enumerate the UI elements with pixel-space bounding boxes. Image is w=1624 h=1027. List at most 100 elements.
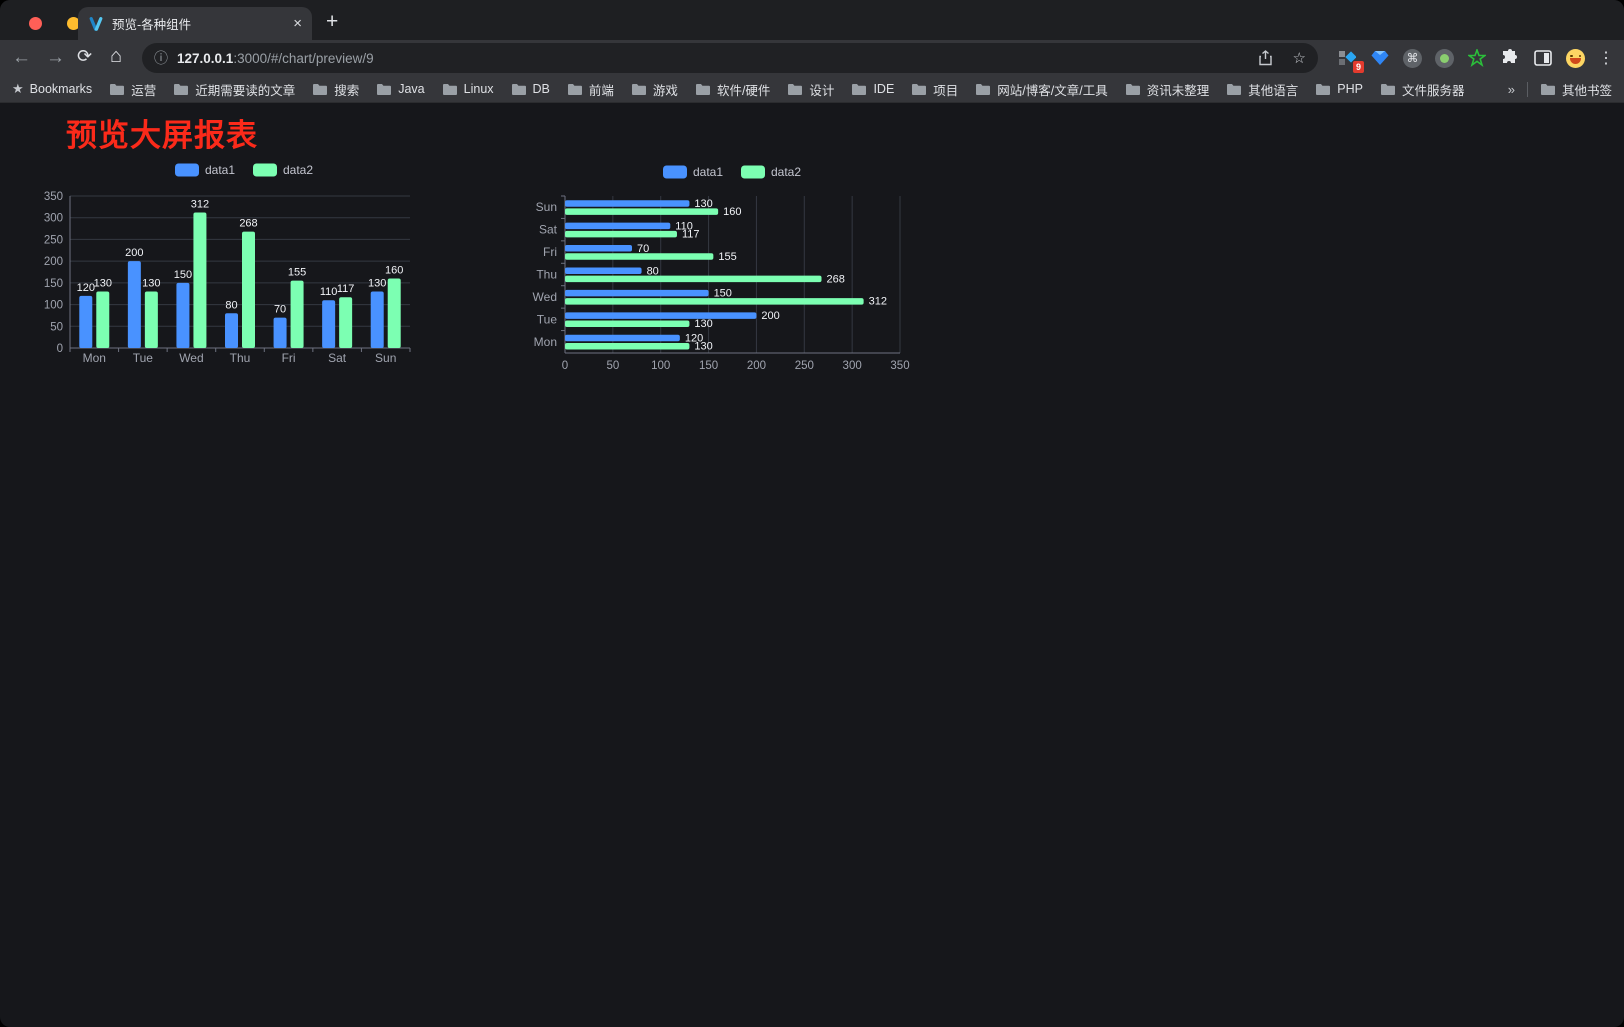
- tab-favicon-icon: [89, 16, 103, 31]
- close-window-button[interactable]: [29, 17, 42, 30]
- svg-text:Sun: Sun: [375, 351, 396, 365]
- grouped-bar-chart[interactable]: data1 data2 0 50 100 150 200 250 300 350 Mon Tue Wed…: [36, 150, 464, 377]
- gem-icon[interactable]: [1370, 48, 1390, 68]
- emoji-extension-icon[interactable]: [1566, 48, 1585, 68]
- bookmark-folder-前端[interactable]: 前端: [567, 80, 614, 99]
- bookmark-folder-网站/博客/文章/工具[interactable]: 网站/博客/文章/工具: [975, 80, 1108, 99]
- svg-text:data2: data2: [771, 165, 801, 179]
- svg-text:Sat: Sat: [539, 223, 558, 237]
- folder-icon: [1380, 83, 1395, 95]
- svg-text:130: 130: [94, 278, 112, 290]
- bookmark-folder-近期需要读的文章[interactable]: 近期需要读的文章: [173, 80, 295, 99]
- share-icon[interactable]: [1258, 50, 1273, 66]
- other-bookmarks-folder[interactable]: 其他书签: [1540, 80, 1612, 99]
- bookmark-folder-项目[interactable]: 项目: [911, 80, 958, 99]
- bookmark-folder-资讯未整理[interactable]: 资讯未整理: [1125, 80, 1209, 99]
- folder-icon: [912, 83, 927, 95]
- svg-text:110: 110: [320, 286, 338, 298]
- svg-text:300: 300: [44, 213, 63, 225]
- bookmark-folder-文件服务器[interactable]: 文件服务器: [1380, 80, 1464, 99]
- bookmark-star-icon[interactable]: ☆: [1292, 50, 1306, 67]
- svg-text:130: 130: [694, 318, 712, 330]
- home-icon[interactable]: ⌂: [110, 45, 123, 67]
- folder-icon: [174, 83, 189, 95]
- bookmarks-separator: [1526, 81, 1528, 97]
- bookmark-folder-其他语言[interactable]: 其他语言: [1226, 80, 1298, 99]
- bookmarks-overflow-icon[interactable]: »: [1507, 81, 1515, 97]
- horizontal-bar-chart[interactable]: data1 data2 0 50 100 150 200 250 300 350 Sun 130 160…: [520, 158, 915, 385]
- legend-item-data2[interactable]: data2: [741, 165, 801, 179]
- tab-title: 预览-各种组件: [112, 18, 192, 32]
- svg-text:Mon: Mon: [534, 335, 557, 349]
- svg-text:130: 130: [142, 278, 160, 290]
- browser-menu-icon[interactable]: ⋮: [1598, 50, 1614, 67]
- tab-close-icon[interactable]: ×: [293, 15, 302, 32]
- bookmarks-bar: ★ Bookmarks 运营 近期需要读的文章 搜索 Java Linux DB 前端 游戏软…: [0, 76, 1624, 103]
- svg-text:data1: data1: [205, 163, 235, 177]
- folder-icon: [110, 83, 125, 95]
- svg-text:0: 0: [57, 343, 63, 355]
- svg-text:150: 150: [174, 269, 192, 281]
- svg-text:250: 250: [44, 234, 63, 246]
- bookmark-folder-PHP[interactable]: PHP: [1315, 82, 1363, 96]
- bookmarks-manager[interactable]: ★ Bookmarks: [12, 81, 93, 96]
- green-star-icon[interactable]: [1467, 48, 1487, 68]
- legend-item-data1[interactable]: data1: [175, 163, 235, 177]
- bookmark-folder-IDE[interactable]: IDE: [851, 82, 894, 96]
- bookmark-folder-软件/硬件[interactable]: 软件/硬件: [695, 80, 770, 99]
- bookmark-folder-搜索[interactable]: 搜索: [312, 80, 359, 99]
- command-extension-icon[interactable]: ⌘: [1403, 48, 1422, 68]
- bookmark-folder-DB[interactable]: DB: [511, 82, 550, 96]
- puzzle-extensions-icon[interactable]: [1500, 48, 1520, 68]
- minimize-window-button[interactable]: [67, 17, 80, 30]
- svg-text:100: 100: [44, 300, 63, 312]
- back-icon[interactable]: ←: [12, 47, 31, 68]
- folder-icon: [313, 83, 328, 95]
- page-title: 预览大屏报表: [66, 118, 258, 153]
- bookmark-folder-Java[interactable]: Java: [376, 82, 425, 96]
- bookmark-folder-游戏[interactable]: 游戏: [631, 80, 678, 99]
- svg-text:80: 80: [225, 299, 237, 311]
- browser-tab[interactable]: 预览-各种组件 ×: [78, 7, 312, 40]
- bookmark-folder-运营[interactable]: 运营: [109, 80, 156, 99]
- folder-icon: [788, 83, 803, 95]
- extension-grid-icon[interactable]: 9: [1337, 48, 1364, 73]
- svg-text:312: 312: [191, 199, 209, 211]
- svg-text:Wed: Wed: [533, 290, 557, 304]
- svg-text:data1: data1: [693, 165, 723, 179]
- folder-icon: [377, 83, 392, 95]
- svg-text:350: 350: [44, 191, 63, 203]
- reload-icon[interactable]: ⟳: [77, 46, 93, 66]
- url-host: 127.0.0.1: [177, 50, 234, 66]
- svg-text:350: 350: [890, 360, 909, 372]
- new-tab-button[interactable]: +: [326, 10, 339, 33]
- url-path: :3000/#/chart/preview/9: [233, 50, 374, 66]
- svg-text:160: 160: [723, 206, 741, 218]
- tab-strip: 预览-各种组件 × +: [0, 0, 1624, 40]
- svg-text:100: 100: [651, 360, 670, 372]
- svg-text:200: 200: [44, 256, 63, 268]
- svg-text:150: 150: [699, 360, 718, 372]
- forward-icon[interactable]: →: [46, 47, 65, 68]
- svg-text:200: 200: [125, 247, 143, 259]
- folder-icon: [631, 83, 646, 95]
- legend-item-data2[interactable]: data2: [253, 163, 313, 177]
- legend-item-data1[interactable]: data1: [663, 165, 723, 179]
- address-bar[interactable]: ⓘ 127.0.0.1:3000/#/chart/preview/9 ☆: [142, 43, 1318, 73]
- svg-text:150: 150: [714, 288, 732, 300]
- svg-text:250: 250: [795, 360, 814, 372]
- recorder-extension-icon[interactable]: [1435, 48, 1454, 68]
- bookmark-folder-Linux[interactable]: Linux: [442, 82, 494, 96]
- svg-text:110: 110: [675, 220, 693, 232]
- split-screen-icon[interactable]: [1533, 48, 1553, 68]
- svg-text:200: 200: [761, 310, 779, 322]
- bookmarks-star-icon: ★: [12, 81, 24, 96]
- svg-text:160: 160: [385, 265, 403, 277]
- bookmark-folder-设计[interactable]: 设计: [787, 80, 834, 99]
- svg-text:50: 50: [606, 360, 619, 372]
- site-info-icon[interactable]: ⓘ: [154, 50, 168, 66]
- svg-text:data2: data2: [283, 163, 313, 177]
- svg-text:Mon: Mon: [83, 351, 106, 365]
- svg-text:Thu: Thu: [230, 351, 251, 365]
